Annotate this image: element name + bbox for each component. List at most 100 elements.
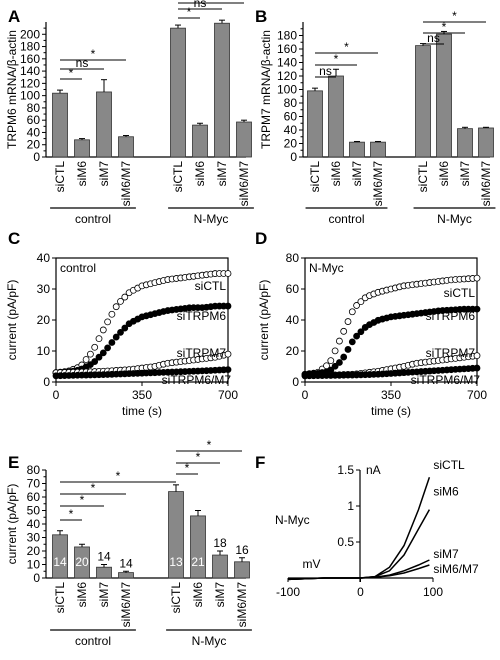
data-point-sictl [344,318,352,325]
significance-label: * [196,450,201,464]
bar [52,92,68,158]
data-point-sitrpm7 [473,352,481,360]
x-tick-label: siM7 [97,582,111,608]
series-label: siCTL [195,279,227,293]
bar [96,91,112,158]
x-tick-label: siM7 [215,161,229,187]
group-label: N-Myc [194,212,229,226]
data-point-sitrpm6 [108,339,116,346]
y-tick-label: 160 [20,52,40,66]
y-tick-label: 10 [27,558,41,572]
y-tick-label: 180 [20,40,40,54]
y-tick-label: 20 [284,137,298,151]
x-tick-label: siCTL [169,582,183,614]
panel-d-time-course: 0 350 700 0 20 40 60 80 time (s) current (pA/pF) N… [257,251,487,418]
y-tick-label: 140 [277,56,297,70]
series-label: siCTL [433,458,465,472]
data-point-sictl [82,356,90,363]
significance-label: * [442,20,447,34]
series-label: siTRPM6/M7 [162,373,232,387]
y-tick-label: 20 [37,313,51,327]
panel-c-time-course: 0 350 700 0 10 20 30 40 time (s) current (pA/pF) c… [5,251,238,418]
bar [214,22,230,158]
x-tick-label: 700 [218,388,238,402]
y-tick-label: 120 [20,76,40,90]
significance-label: * [69,66,74,80]
significance-label: * [185,461,190,475]
significance-label: * [187,5,192,19]
series-label: siTRPM6 [426,309,476,323]
y-tick-label: 10 [37,344,51,358]
data-point-sictl [357,298,365,306]
group-label: control [328,212,364,226]
sample-size-label: 18 [213,536,227,550]
group-label: N-Myc [192,634,227,648]
x-tick-label: -100 [276,585,300,599]
series-label: siTRPM7 [177,346,227,360]
panel-c-label: C [8,229,20,248]
data-point-sictl [91,343,99,351]
y-tick-label: 40 [27,125,41,139]
x-tick-label: siM6 [437,161,451,187]
y-tick-label: 0 [292,375,299,389]
y-axis-label: TRPM6 mRNA/β-actin [5,30,19,149]
sample-size-label: 14 [119,556,133,570]
data-point-sitrpm6 [473,305,481,313]
y-tick-label: 1 [347,499,354,513]
y-tick-label: 0 [33,571,40,585]
y-tick-label: 80 [27,463,41,477]
data-point-sitrpm6 [117,328,124,336]
series-label: siM6/M7 [433,562,479,576]
series-label: siTRPM6 [177,309,227,323]
y-tick-label: 0.5 [337,535,354,549]
y-tick-label: 0 [33,150,40,164]
y-tick-label: 40 [284,123,298,137]
data-point-sictl [108,310,116,318]
y-tick-label: 80 [286,251,300,265]
data-point-sictl [121,293,129,301]
y-axis-label: current (pA/pF) [257,280,271,361]
data-point-sictl [104,318,111,326]
y-tick-label: 40 [37,251,51,265]
x-tick-label: siM6/M7 [237,161,251,207]
y-tick-label: 160 [277,42,297,56]
group-label: control [75,212,111,226]
x-tick-label: siM7 [458,161,472,187]
x-tick-label: siM6 [193,161,207,187]
series-label: siTRPM6/M7 [411,373,481,387]
bar [192,124,208,158]
data-point-sictl [340,327,348,335]
x-tick-label: siM6/M7 [119,582,133,628]
data-point-sictl [473,274,481,282]
bar [74,139,90,158]
data-point-sitrpm7 [224,350,232,358]
x-tick-label: siCTL [53,161,67,193]
data-point-sitrpm6 [91,358,99,365]
bar [349,141,365,158]
bar [118,136,134,158]
chart-title: N-Myc [275,513,310,527]
sample-size-label: 14 [97,550,111,564]
sample-size-label: 20 [75,555,89,569]
significance-label: * [69,507,74,521]
series-label: siM7 [433,547,459,561]
y-tick-label: 60 [284,110,298,124]
data-point-sitrpm6 [112,333,120,341]
data-point-sitrpm6 [348,338,356,346]
x-tick-label: siM6 [75,582,89,608]
y-tick-label: 0 [290,150,297,164]
significance-label: * [91,47,96,61]
bar [436,33,452,158]
data-point-sitrpm6 [340,353,348,361]
data-point-sictl [99,326,107,334]
data-point-sitrpm6 [353,332,361,340]
bar [370,141,386,158]
data-point-sitrpm6 [357,328,365,336]
significance-label: ns [76,56,89,70]
y-tick-label: 20 [27,544,41,558]
x-tick-label: 0 [302,388,309,402]
y-tick-label: 100 [277,83,297,97]
